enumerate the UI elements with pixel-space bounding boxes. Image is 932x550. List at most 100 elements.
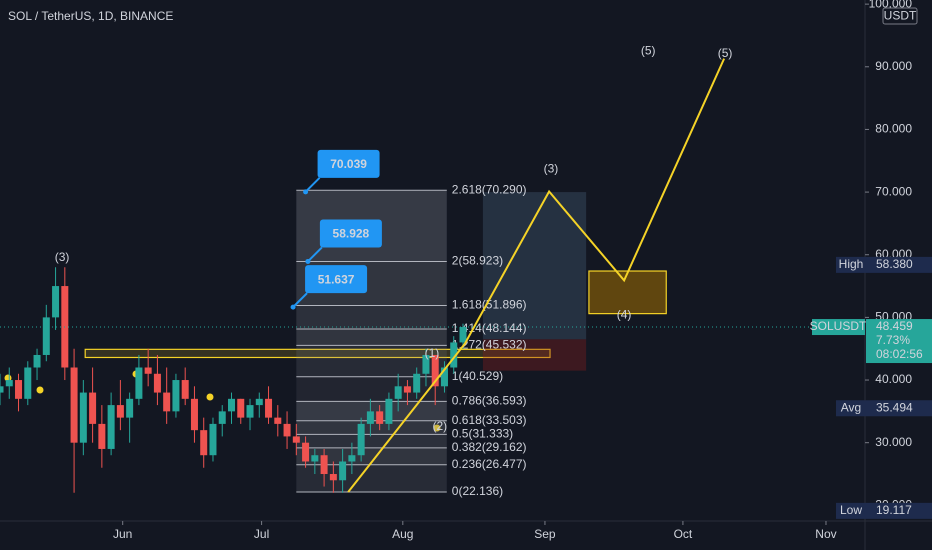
y-tick-label: 40.000 <box>875 372 912 386</box>
candle-body <box>274 417 282 424</box>
fib-band <box>296 305 447 330</box>
badge-value-label: 35.494 <box>876 400 913 414</box>
candle-body <box>218 411 226 424</box>
candle-body <box>339 461 347 481</box>
candle-body <box>413 373 421 393</box>
candle-body <box>246 405 254 418</box>
fib-label: 0.382(29.162) <box>452 440 527 454</box>
candle-body <box>98 423 106 449</box>
y-tick-label: 90.000 <box>875 59 912 73</box>
candle-body <box>172 380 180 412</box>
x-tick-label: Oct <box>674 527 693 541</box>
candle-body <box>116 405 124 418</box>
x-tick-label: Nov <box>815 527 836 541</box>
badge-value <box>866 400 932 417</box>
event-dot[interactable] <box>206 393 214 401</box>
candle-body <box>311 455 319 462</box>
candle-body <box>459 327 467 343</box>
badge-name-label: Low <box>840 503 862 517</box>
candle-body <box>79 392 87 443</box>
callout-label: 70.039 <box>330 157 367 171</box>
candle-body <box>450 342 458 368</box>
badge-value-label: 58.380 <box>876 257 913 271</box>
fib-label: 0(22.136) <box>452 484 503 498</box>
fib-band <box>296 345 447 377</box>
x-tick-label: Aug <box>392 527 413 541</box>
candle-body <box>227 398 235 412</box>
wave-label: (5) <box>641 43 656 57</box>
fib-band <box>296 420 447 435</box>
candle-body <box>107 405 115 449</box>
fib-label: 1(40.529) <box>452 369 503 383</box>
event-dot[interactable] <box>36 386 44 394</box>
candle-body <box>153 373 161 393</box>
callout-box <box>317 149 380 178</box>
badge-value <box>866 319 932 364</box>
candle-body <box>163 392 171 412</box>
candle-body <box>0 386 4 393</box>
candle-body <box>42 317 50 355</box>
badge-name-label: SOLUSDT <box>810 319 867 333</box>
candle-body <box>385 398 393 424</box>
fib-label: 1.618(51.896) <box>452 298 527 312</box>
y-tick-label: 70.000 <box>875 184 912 198</box>
badge-name <box>836 400 866 417</box>
wave-label: (3) <box>55 250 70 264</box>
candle-body <box>5 380 13 387</box>
zone <box>588 270 667 315</box>
candle-body <box>89 392 97 424</box>
currency-badge[interactable] <box>882 7 918 25</box>
candle-body <box>403 386 411 393</box>
candle-body <box>422 354 430 374</box>
event-dot[interactable] <box>433 424 441 432</box>
candle-body <box>394 386 402 399</box>
zone <box>482 339 587 371</box>
badge-name <box>812 319 865 336</box>
callout-pointer <box>304 177 321 193</box>
chart-title: SOL / TetherUS, 1D, BINANCE <box>8 9 173 23</box>
callout-point <box>303 189 309 195</box>
candle-body <box>209 423 217 456</box>
candle-body <box>200 430 208 456</box>
badge-name-label: Avg <box>841 400 861 414</box>
fib-label: 2(58.923) <box>452 254 503 268</box>
candle-body <box>15 380 23 399</box>
x-tick-label: Jul <box>254 527 269 541</box>
x-tick-label: Sep <box>534 527 556 541</box>
wave-label: (4) <box>617 308 632 322</box>
candle-body <box>70 367 78 443</box>
fib-band <box>296 329 447 346</box>
candle-body <box>302 442 310 462</box>
y-tick-label: 80.000 <box>875 122 912 136</box>
fib-label: 0.786(36.593) <box>452 394 527 408</box>
candle-body <box>190 398 198 431</box>
badge-value-label: 19.117 <box>876 503 912 517</box>
fib-label: 0.236(26.477) <box>452 457 527 471</box>
wave-label: (1) <box>425 346 440 360</box>
candle-body <box>283 423 291 437</box>
callout-box <box>319 219 382 248</box>
wave-projection <box>347 58 726 493</box>
wave-label: (5) <box>718 46 733 60</box>
callout-point <box>305 258 311 264</box>
fib-label: 0.618(33.503) <box>452 413 527 427</box>
candle-body <box>329 474 337 481</box>
candle-body <box>376 411 384 424</box>
candle-body <box>366 411 374 424</box>
candle-body <box>357 423 365 456</box>
candle-body <box>431 354 439 387</box>
callout-point <box>290 304 296 310</box>
candle-body <box>33 354 41 368</box>
candle-body <box>255 398 263 406</box>
candle-body <box>292 436 300 443</box>
callout-pointer <box>292 292 308 308</box>
candle-body <box>320 455 328 475</box>
fib-band <box>296 434 447 448</box>
fib-label: 2.618(70.290) <box>452 182 527 196</box>
fib-label: 0.5(31.333) <box>452 427 513 441</box>
candle-body <box>237 398 245 418</box>
y-tick-label: 100.000 <box>869 0 913 10</box>
